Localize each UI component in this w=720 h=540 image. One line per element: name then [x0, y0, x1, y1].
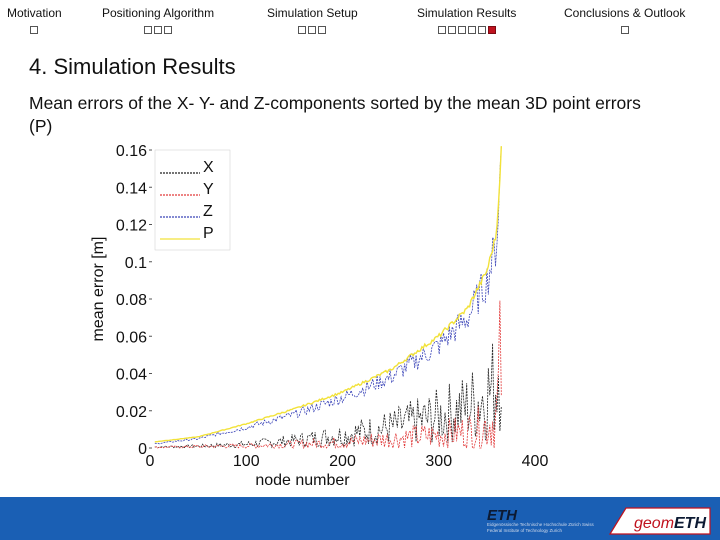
- slide-dot[interactable]: [447, 26, 456, 34]
- x-tick-label: 400: [522, 453, 549, 470]
- slide-dot[interactable]: [164, 26, 173, 34]
- section-navigation: Motivation Positioning Algorithm Simulat…: [0, 0, 720, 40]
- legend-label: X: [203, 159, 214, 176]
- nav-progress-dots: [7, 26, 62, 34]
- slide-dot[interactable]: [154, 26, 163, 34]
- series-line-z: [154, 146, 502, 445]
- current-slide-dot[interactable]: [487, 26, 496, 34]
- slide-dot[interactable]: [144, 26, 153, 34]
- legend-box: [154, 149, 231, 251]
- legend-label: P: [203, 225, 214, 242]
- legend-label: Z: [203, 203, 213, 220]
- slide-dot[interactable]: [298, 26, 307, 34]
- y-tick-label: 0.12: [116, 218, 147, 235]
- nav-progress-dots: [417, 26, 516, 34]
- y-tick-label: 0.1: [125, 255, 147, 272]
- eth-institution-text: Eidgenössische Technische Hochschule Zür…: [487, 522, 594, 533]
- y-tick-label: 0.08: [116, 292, 147, 309]
- x-tick-label: 0: [146, 453, 155, 470]
- x-tick-label: 300: [425, 453, 452, 470]
- x-axis-label: node number: [255, 472, 350, 489]
- nav-progress-dots: [267, 26, 358, 34]
- slide-title: 4. Simulation Results: [29, 54, 236, 79]
- slide-dot[interactable]: [467, 26, 476, 34]
- slide-dot[interactable]: [437, 26, 446, 34]
- y-tick-label: 0.06: [116, 329, 147, 346]
- x-tick-label: 200: [329, 453, 356, 470]
- slide-dot[interactable]: [308, 26, 317, 34]
- nav-item-label: Motivation: [7, 6, 62, 20]
- eth-logo: ETH: [487, 507, 517, 524]
- nav-progress-dots: [564, 26, 685, 34]
- footer-band: [0, 497, 720, 540]
- slide-dot[interactable]: [318, 26, 327, 34]
- slide-subtitle: Mean errors of the X- Y- and Z-component…: [29, 93, 641, 136]
- x-tick-label: 100: [233, 453, 260, 470]
- y-tick-label: 0.02: [116, 404, 147, 421]
- series-line-p: [154, 146, 502, 443]
- nav-item-label: Simulation Results: [417, 6, 517, 20]
- geom-logo-prefix: geom: [634, 515, 674, 532]
- nav-item-label: Simulation Setup: [267, 6, 358, 20]
- slide-dot[interactable]: [477, 26, 486, 34]
- y-axis-label: mean error [m]: [90, 237, 107, 342]
- y-tick-label: 0: [138, 441, 147, 458]
- y-tick-label: 0.04: [116, 367, 147, 384]
- nav-item-positioning-algorithm[interactable]: Positioning Algorithm: [102, 6, 214, 34]
- y-tick-label: 0.16: [116, 143, 147, 160]
- nav-item-simulation-results[interactable]: Simulation Results: [417, 6, 516, 34]
- slide-dot[interactable]: [620, 26, 629, 34]
- nav-progress-dots: [102, 26, 214, 34]
- error-line-chart: 0 0.02 0.04 0.06 0.08 0.1 0.12 0.14 0.16 0 100 200 3…: [90, 143, 549, 489]
- legend-label: Y: [203, 181, 214, 198]
- series-line-x: [154, 343, 502, 449]
- slide-dot[interactable]: [30, 26, 39, 34]
- slide-dot[interactable]: [457, 26, 466, 34]
- nav-item-motivation[interactable]: Motivation: [7, 6, 62, 34]
- series-line-y: [154, 300, 502, 450]
- nav-item-label: Conclusions & Outlook: [564, 6, 686, 20]
- geometh-logo: geom ETH: [608, 507, 711, 535]
- nav-item-conclusions-outlook[interactable]: Conclusions & Outlook: [564, 6, 685, 34]
- y-tick-label: 0.14: [116, 180, 147, 197]
- geom-logo-suffix: ETH: [674, 515, 706, 532]
- nav-item-label: Positioning Algorithm: [102, 6, 215, 20]
- nav-item-simulation-setup[interactable]: Simulation Setup: [267, 6, 358, 34]
